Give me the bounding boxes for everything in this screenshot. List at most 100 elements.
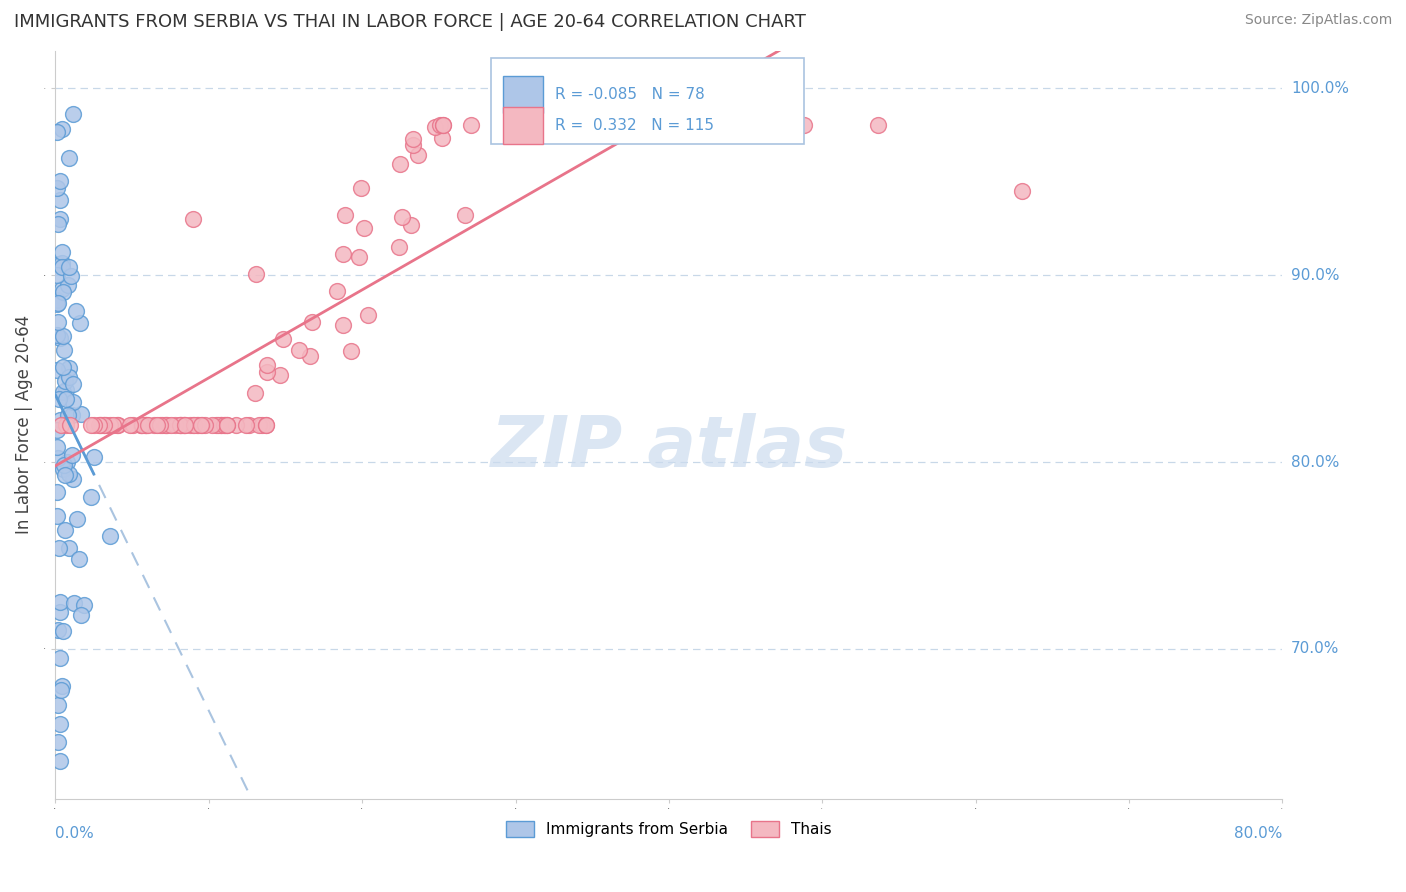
Point [209,417,232,432]
Point [48,698,70,712]
Point [406,148,429,162]
Point [135,417,157,432]
Point [169,417,191,432]
Point [58,360,80,375]
Point [48,392,70,407]
Point [49,754,72,768]
Point [53,374,76,388]
Point [45,125,67,139]
Point [58,370,80,384]
Point [67,552,90,566]
Point [868,119,890,133]
Point [389,157,412,171]
Point [58,467,80,481]
Point [55,417,77,432]
Point [186,417,208,432]
Point [69,408,91,422]
Legend: Immigrants from Serbia, Thais: Immigrants from Serbia, Thais [501,815,838,843]
Point [512,119,534,133]
Point [498,119,520,133]
Point [301,315,323,329]
Point [45,297,67,311]
Point [169,417,191,432]
Point [105,417,128,432]
Point [254,417,277,432]
Point [87,417,110,432]
Point [245,267,267,281]
Point [153,417,176,432]
Point [73,599,96,613]
Point [90,417,112,432]
Point [350,180,373,194]
Point [52,384,75,399]
Point [98,529,121,543]
Point [247,417,270,432]
Point [52,458,75,472]
Point [152,417,174,432]
Point [49,417,72,432]
Point [432,119,454,133]
Point [48,541,70,555]
Point [134,417,156,432]
Point [156,417,179,432]
Point [609,119,631,133]
Point [46,295,69,310]
Point [65,303,87,318]
Point [107,417,129,432]
Point [215,417,238,432]
Point [460,119,482,133]
Point [100,417,122,432]
Point [193,417,215,432]
Point [347,250,370,264]
Point [503,119,526,133]
Point [252,417,274,432]
Point [59,417,82,432]
Text: R = -0.085   N = 78: R = -0.085 N = 78 [555,87,704,102]
Point [45,485,67,500]
Point [70,608,93,623]
Point [432,130,454,145]
Point [190,417,212,432]
Point [55,392,77,406]
Point [429,119,451,133]
Point [387,240,409,254]
Point [46,268,69,282]
Text: 100.0%: 100.0% [1291,80,1348,95]
Point [143,417,166,432]
Point [235,417,257,432]
Point [66,512,89,526]
Point [214,417,236,432]
Point [214,417,236,432]
Point [49,605,72,619]
Point [49,683,72,698]
Point [256,365,278,379]
Point [160,417,183,432]
Point [173,417,195,432]
Point [269,368,291,382]
Point [209,417,232,432]
Point [118,417,141,432]
Point [48,331,70,345]
Point [51,260,73,274]
Point [761,119,783,133]
Point [56,278,79,293]
Point [49,211,72,226]
Point [173,417,195,432]
Point [181,417,204,432]
Text: 0.0%: 0.0% [55,826,94,841]
Point [243,385,266,400]
Point [1011,184,1033,198]
Point [93,417,115,432]
Point [187,417,209,432]
Point [432,119,454,133]
Point [205,417,228,432]
Point [174,417,197,432]
Point [62,596,84,610]
Text: 90.0%: 90.0% [1291,268,1340,283]
Point [48,624,70,638]
Point [45,363,67,377]
Point [131,417,153,432]
Point [149,417,172,432]
Point [146,417,169,432]
Point [83,450,105,464]
